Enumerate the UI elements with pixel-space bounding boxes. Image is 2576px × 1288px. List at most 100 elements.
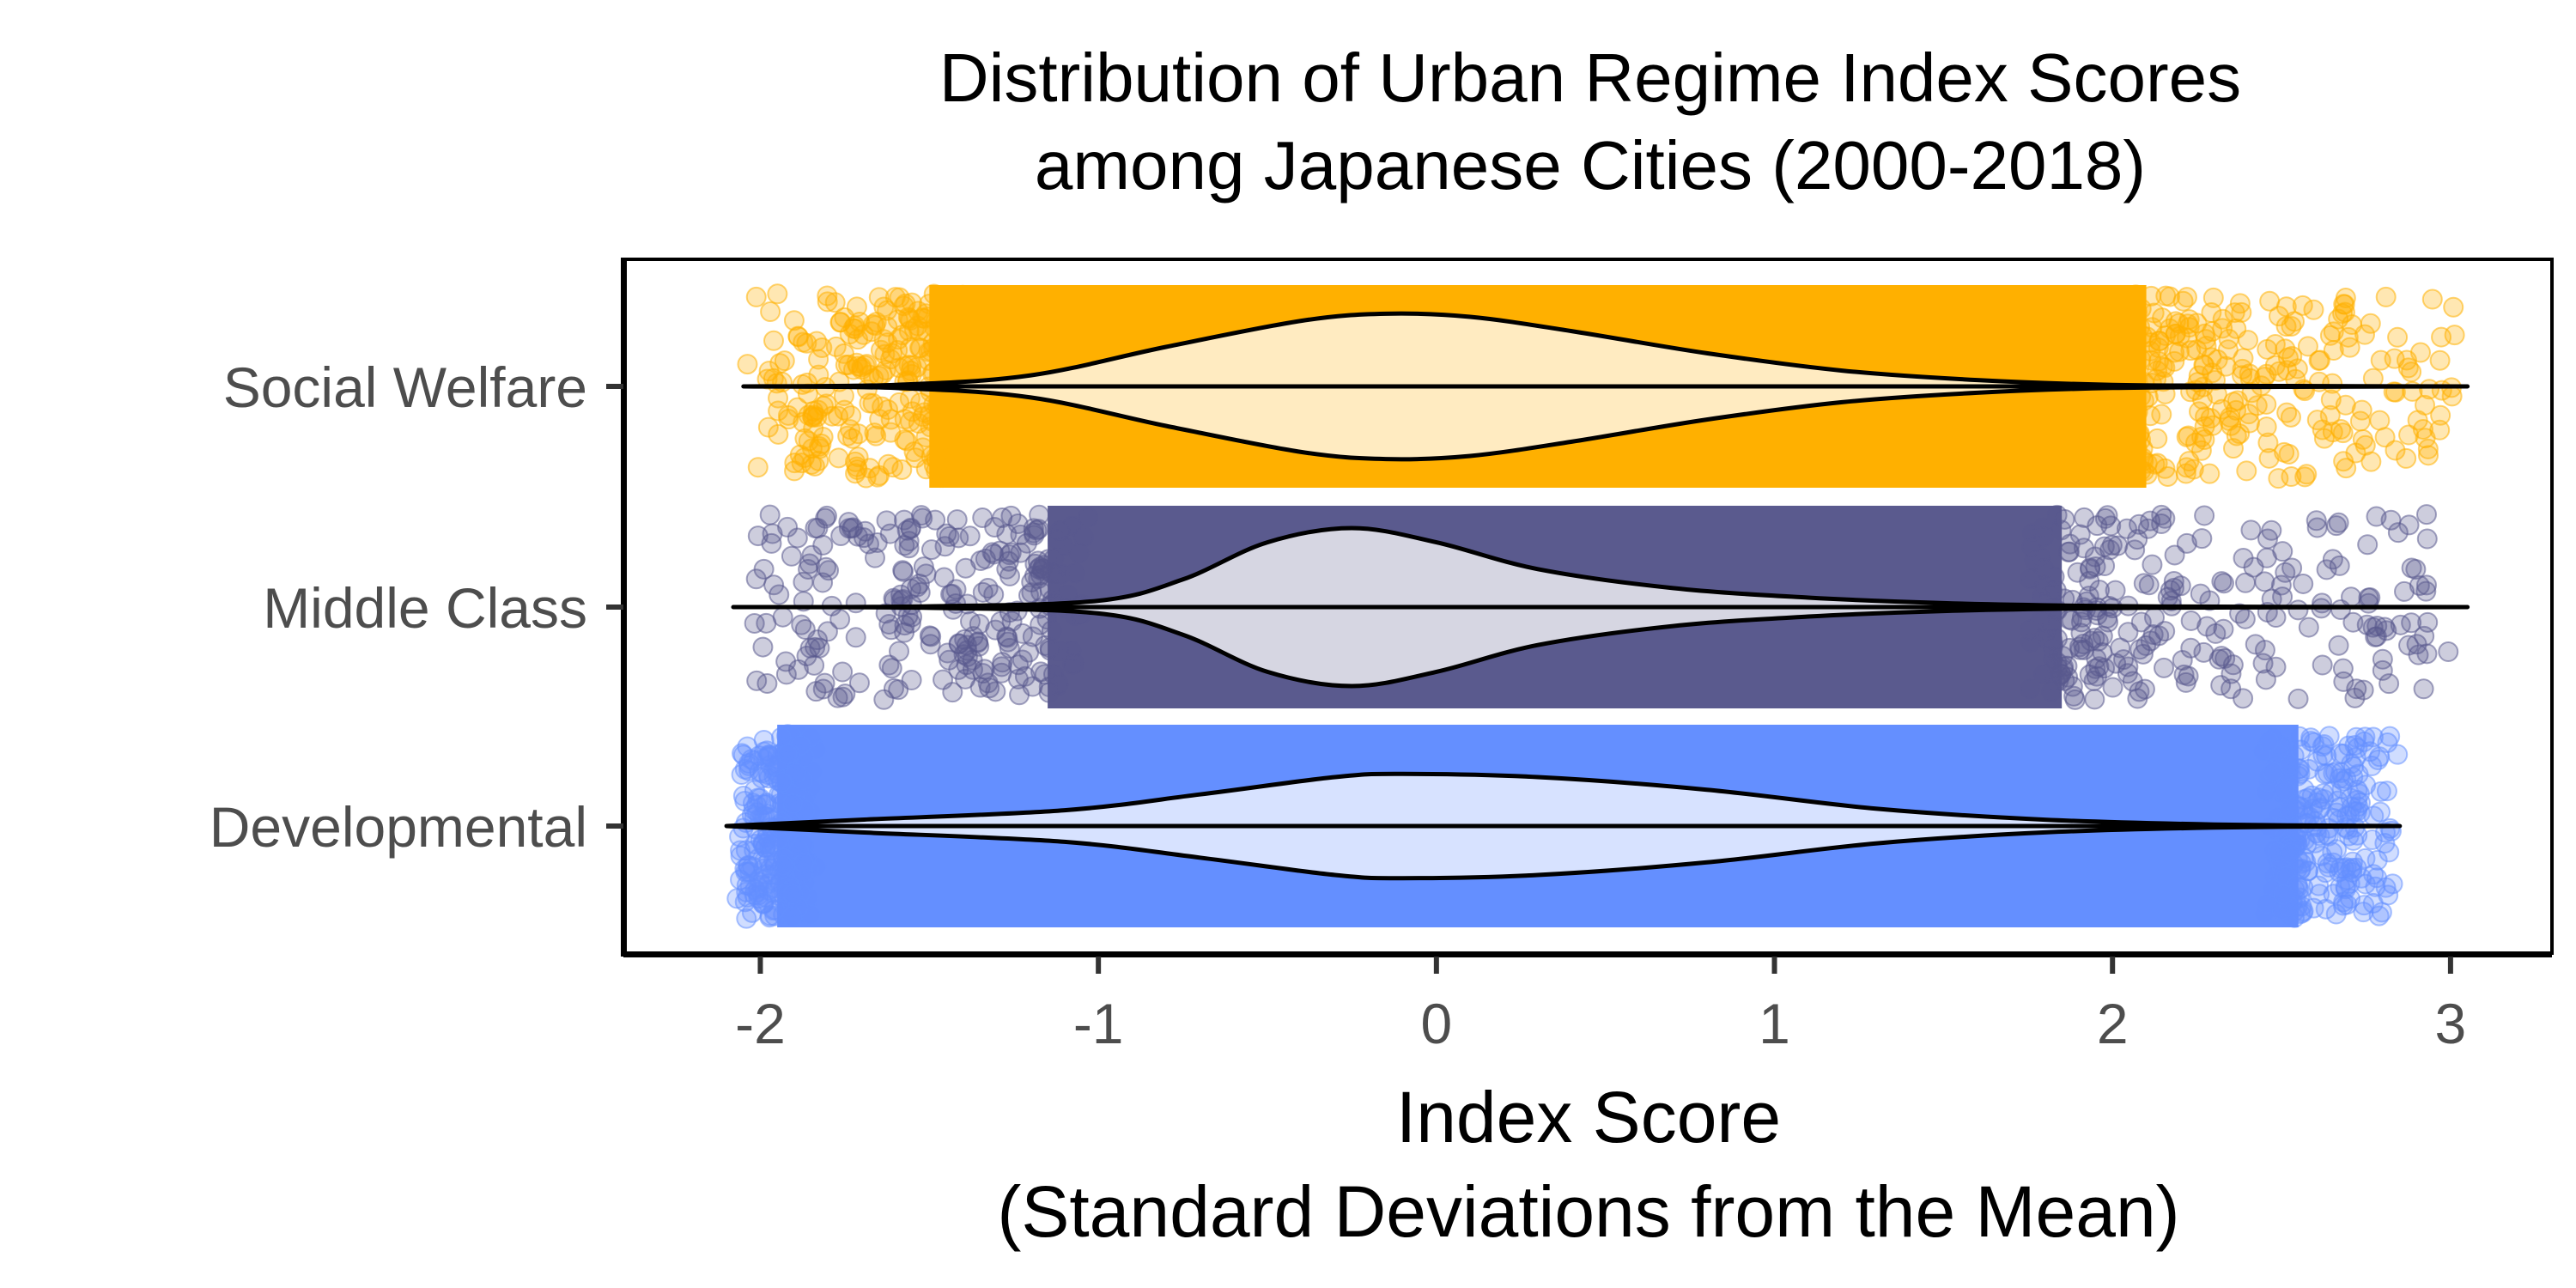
data-point [2142, 317, 2163, 338]
data-point [2151, 504, 2172, 526]
data-point [969, 613, 990, 635]
data-point [855, 467, 877, 489]
data-point [2405, 559, 2427, 580]
data-point [2154, 507, 2176, 529]
data-point [2415, 394, 2436, 416]
data-point [1041, 620, 1062, 641]
data-point [2102, 677, 2123, 698]
data-point [2202, 287, 2224, 308]
data-point [2180, 610, 2202, 631]
data-point [871, 339, 892, 361]
points-developmental [726, 724, 2409, 929]
data-point [2417, 438, 2439, 459]
data-point [1078, 507, 1099, 528]
data-point [943, 434, 964, 455]
data-point [2086, 665, 2107, 687]
data-point [894, 615, 915, 636]
data-point [2132, 447, 2154, 469]
data-point [2208, 648, 2230, 670]
data-point [923, 337, 945, 359]
data-point [2069, 524, 2091, 545]
data-point [2293, 379, 2314, 400]
data-point [1022, 676, 1043, 697]
data-point [2194, 505, 2215, 526]
data-point [2375, 286, 2397, 307]
points-middle-class [744, 504, 2459, 710]
data-point [829, 312, 851, 333]
data-point [937, 421, 958, 442]
data-point [848, 447, 869, 468]
data-point [2215, 355, 2237, 377]
data-point [2020, 619, 2041, 641]
data-point [2325, 515, 2347, 537]
data-point [955, 557, 976, 579]
data-point [817, 291, 838, 313]
data-point [2155, 285, 2177, 307]
data-point [2178, 309, 2200, 331]
plot-panel [724, 283, 2470, 929]
data-point [2368, 905, 2390, 927]
data-point [2217, 339, 2239, 361]
data-point [2413, 678, 2434, 700]
data-point [933, 458, 955, 479]
data-point [2316, 745, 2337, 767]
data-point [2129, 681, 2150, 702]
data-point [2137, 518, 2159, 539]
data-point [2342, 611, 2364, 633]
data-point [2140, 630, 2161, 652]
data-point [2265, 607, 2287, 629]
data-point [2240, 519, 2262, 541]
data-point [2371, 902, 2392, 923]
data-point [1049, 520, 1071, 542]
data-point [920, 634, 941, 655]
data-point [2372, 659, 2393, 681]
data-point [2020, 568, 2041, 590]
data-point [2394, 580, 2415, 602]
data-point [769, 353, 791, 374]
data-point [2130, 349, 2152, 370]
data-point [777, 744, 799, 765]
data-point [2280, 842, 2301, 864]
data-point [2287, 688, 2309, 709]
data-point [2218, 328, 2239, 349]
data-point [2264, 355, 2286, 376]
data-point [2195, 406, 2216, 428]
data-point [2429, 349, 2451, 371]
data-point [2116, 518, 2137, 539]
data-point [952, 419, 974, 440]
series-social-welfare [737, 283, 2470, 489]
data-point [2196, 335, 2217, 356]
data-point [824, 292, 846, 313]
data-point [866, 532, 888, 554]
data-point [2379, 726, 2401, 747]
data-point [738, 854, 759, 876]
data-point [927, 395, 948, 416]
data-point [2380, 509, 2402, 531]
data-point [2287, 874, 2308, 896]
data-point [1072, 526, 1094, 548]
data-point [2308, 349, 2330, 371]
data-point [2360, 586, 2381, 608]
data-point [2441, 386, 2463, 407]
data-point [950, 294, 971, 315]
data-point [2342, 851, 2363, 872]
data-point [2354, 895, 2375, 916]
data-point [2201, 302, 2222, 324]
y-tick-label: Social Welfare [223, 355, 587, 419]
data-point [2192, 389, 2214, 410]
data-point [2309, 884, 2330, 905]
data-point [767, 283, 788, 305]
data-point [1048, 672, 1069, 694]
data-point [2396, 349, 2417, 371]
data-point [920, 626, 942, 647]
data-point [2300, 727, 2322, 749]
data-point [759, 504, 781, 526]
data-point [881, 658, 902, 679]
data-point [979, 677, 1000, 699]
data-point [2372, 648, 2393, 670]
data-point [2183, 459, 2204, 480]
data-point [781, 545, 802, 567]
data-point [2124, 417, 2146, 439]
data-point [900, 519, 921, 540]
data-point [2080, 558, 2101, 580]
